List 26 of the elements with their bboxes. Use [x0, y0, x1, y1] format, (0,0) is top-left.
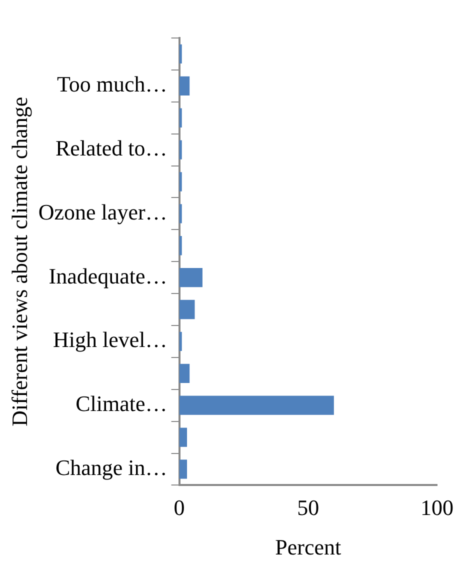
y-tick-label: Climate…: [76, 391, 168, 416]
y-tick-label: Too much…: [57, 72, 168, 97]
bar: [179, 460, 188, 479]
bar: [179, 428, 188, 447]
x-tick-label: 0: [174, 495, 185, 520]
bar: [179, 108, 182, 128]
bar: [179, 364, 190, 383]
bar: [179, 396, 334, 415]
y-tick-label: Change in…: [55, 455, 168, 480]
y-axis-title: Different views about climate change: [6, 96, 32, 426]
bar: [179, 76, 190, 96]
x-tick-label: 100: [420, 495, 454, 520]
bar: [179, 332, 182, 352]
bar: [179, 204, 182, 224]
bar: [179, 140, 182, 160]
bar: [179, 44, 182, 64]
x-tick-label: 50: [297, 495, 320, 520]
x-axis-title: Percent: [275, 534, 342, 560]
y-tick-label: Ozone layer…: [38, 199, 168, 224]
y-tick-label: Related to…: [55, 136, 168, 161]
bar: [179, 236, 182, 256]
bar: [179, 268, 202, 288]
y-tick-label: High level…: [53, 327, 168, 352]
bar: [179, 172, 182, 192]
y-tick-label: Inadequate…: [48, 263, 168, 288]
bar: [179, 300, 195, 320]
